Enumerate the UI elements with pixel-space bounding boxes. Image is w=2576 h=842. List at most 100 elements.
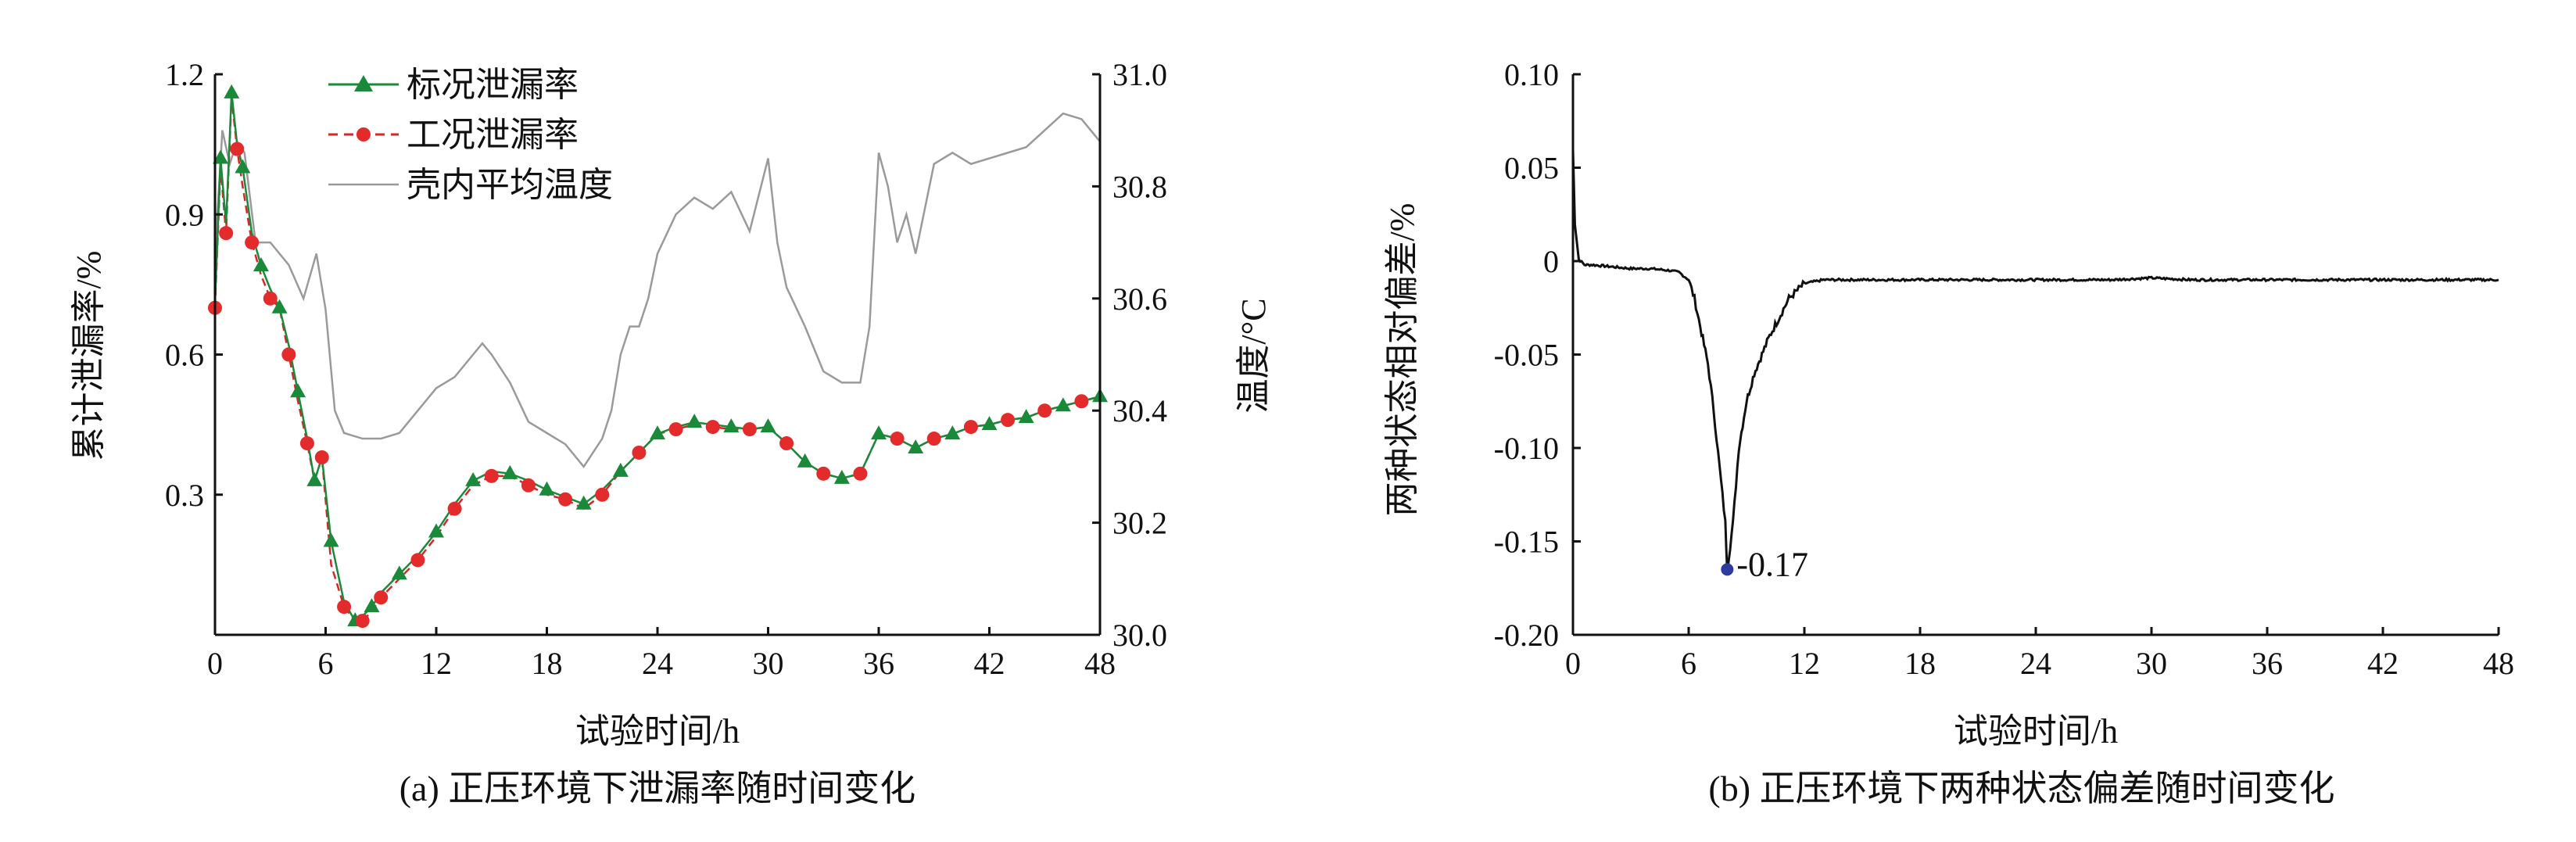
min-point-marker <box>1721 563 1734 576</box>
chart-b-y-ticks: 0.10 0.05 0 -0.05 -0.10 -0.15 -0.20 <box>1494 57 1581 653</box>
standard-marker <box>575 495 592 510</box>
y-tick-label: 0.6 <box>165 338 204 373</box>
chart-a-caption: (a) 正压环境下泄漏率随时间变化 <box>399 769 916 808</box>
working-marker <box>779 436 794 451</box>
chart-b-caption: (b) 正压环境下两种状态偏差随时间变化 <box>1708 769 2334 808</box>
working-marker <box>314 450 329 464</box>
y2-tick-label: 30.6 <box>1112 281 1167 317</box>
working-marker <box>374 590 389 605</box>
chart-a-x-axis-label: 试验时间/h <box>575 712 740 751</box>
chart-a-legend: 标况泄漏率 工况泄漏率 壳内平均温度 <box>328 66 613 204</box>
y-tick-label: 1.2 <box>165 57 204 92</box>
x-tick-label: 48 <box>1084 646 1116 681</box>
x-tick-label: 42 <box>2367 646 2399 681</box>
chart-b-min-annotation: -0.17 <box>1736 545 1808 583</box>
y-tick-label: -0.10 <box>1494 431 1559 466</box>
working-marker <box>410 553 425 568</box>
standard-marker <box>539 481 555 496</box>
y-tick-label: 0.05 <box>1504 151 1559 186</box>
chart-b-x-ticks: 0 6 12 18 24 30 36 42 48 <box>1565 627 2514 681</box>
standard-marker <box>871 425 887 440</box>
standard-marker <box>290 383 306 398</box>
x-tick-label: 12 <box>1789 646 1820 681</box>
x-tick-label: 48 <box>2483 646 2514 681</box>
standard-marker <box>833 469 850 484</box>
series-standard-line <box>213 92 1101 622</box>
x-tick-label: 30 <box>753 646 784 681</box>
standard-marker <box>224 84 240 99</box>
series-temperature-line <box>213 112 1101 469</box>
working-marker <box>484 468 499 483</box>
standard-marker <box>502 464 518 479</box>
working-marker <box>521 478 536 493</box>
working-marker <box>558 492 573 507</box>
working-marker <box>853 466 868 481</box>
x-tick-label: 24 <box>642 646 673 681</box>
working-marker <box>742 422 757 437</box>
working-marker <box>355 614 370 629</box>
standard-marker <box>908 439 924 453</box>
x-tick-label: 30 <box>2136 646 2167 681</box>
working-marker <box>1001 413 1016 428</box>
legend-label-temperature: 壳内平均温度 <box>407 166 613 204</box>
standard-marker <box>271 299 288 314</box>
x-tick-label: 24 <box>2020 646 2051 681</box>
working-marker <box>705 420 720 435</box>
x-tick-label: 18 <box>532 646 563 681</box>
chart-b-plot-area <box>1571 149 2499 576</box>
standard-marker <box>981 416 998 431</box>
working-marker <box>219 226 234 241</box>
standard-marker <box>797 453 813 468</box>
x-tick-label: 6 <box>318 646 334 681</box>
standard-marker <box>235 159 251 174</box>
working-marker <box>816 466 831 481</box>
y2-tick-label: 30.4 <box>1112 393 1167 428</box>
chart-a-y2-ticks: 30.0 30.2 30.4 30.6 30.8 31.0 <box>1092 57 1167 653</box>
x-tick-label: 42 <box>974 646 1005 681</box>
legend-item-temperature: 壳内平均温度 <box>328 166 613 204</box>
working-marker <box>281 347 296 362</box>
series-deviation-line <box>1571 149 2499 573</box>
standard-marker <box>1018 409 1034 424</box>
working-marker <box>926 432 941 446</box>
chart-a-plot-area <box>208 84 1108 629</box>
working-marker <box>245 235 260 250</box>
standard-marker <box>944 425 961 440</box>
y2-tick-label: 30.2 <box>1112 506 1167 541</box>
standard-marker <box>760 418 776 433</box>
y-tick-label: -0.15 <box>1494 525 1559 560</box>
series-working-line <box>213 97 1101 622</box>
legend-label-standard: 标况泄漏率 <box>407 66 579 104</box>
legend-marker-circle <box>356 127 371 142</box>
working-marker <box>337 600 352 614</box>
chart-a-y-ticks: 0.3 0.6 0.9 1.2 <box>165 57 223 513</box>
x-tick-label: 36 <box>863 646 894 681</box>
standard-marker <box>428 523 444 538</box>
chart-b-x-axis-label: 试验时间/h <box>1954 712 2118 751</box>
standard-marker <box>723 418 740 433</box>
y-tick-label: 0.9 <box>165 197 204 232</box>
y2-tick-label: 30.0 <box>1112 618 1167 653</box>
working-marker <box>668 422 683 437</box>
y2-tick-label: 30.8 <box>1112 169 1167 204</box>
working-marker <box>447 501 462 516</box>
chart-b: 0 6 12 18 24 30 36 42 48 0.10 0.05 0 -0.05 -0.10 -0.1… <box>1383 57 2514 808</box>
working-marker <box>1037 403 1052 418</box>
chart-a-y2-axis-label: 温度/°C <box>1234 298 1273 413</box>
standard-marker <box>364 598 380 613</box>
chart-b-y-axis-label: 两种状态相对偏差/% <box>1383 203 1421 517</box>
legend-item-standard-leakage: 标况泄漏率 <box>328 66 579 104</box>
x-tick-label: 36 <box>2252 646 2283 681</box>
standard-marker <box>612 462 629 477</box>
working-marker <box>595 487 610 502</box>
standard-marker <box>650 425 665 440</box>
y-tick-label: -0.05 <box>1494 338 1559 373</box>
x-tick-label: 0 <box>1565 646 1581 681</box>
y-tick-label: -0.20 <box>1494 618 1559 653</box>
x-tick-label: 6 <box>1681 646 1696 681</box>
x-tick-label: 0 <box>207 646 223 681</box>
working-marker <box>1074 394 1089 409</box>
x-tick-label: 18 <box>1904 646 1936 681</box>
working-marker <box>230 142 245 156</box>
